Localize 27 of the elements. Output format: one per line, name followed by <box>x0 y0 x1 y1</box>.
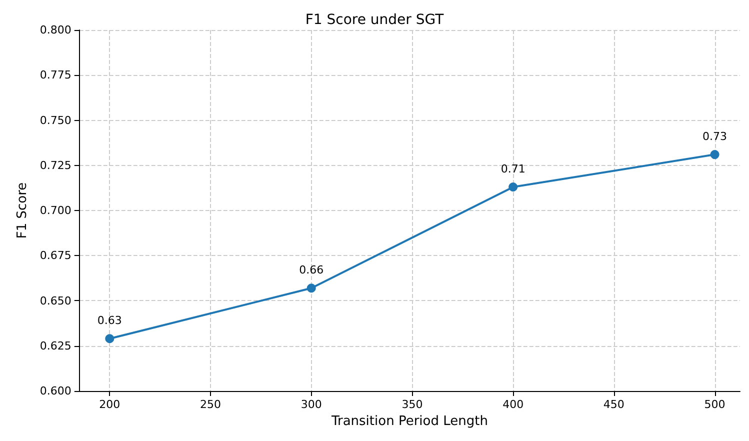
y-tick-label: 0.600 <box>40 384 72 398</box>
y-tick-label: 0.700 <box>40 204 72 217</box>
y-tick-label: 0.675 <box>40 249 72 262</box>
point <box>306 284 316 293</box>
x-tick-label: 200 <box>99 398 120 411</box>
x-tick-label: 250 <box>200 398 222 411</box>
y-tick-label: 0.750 <box>40 114 72 127</box>
x-tick-label: 450 <box>603 398 624 411</box>
y-axis-title: F1 Score <box>15 182 30 239</box>
data-label: 0.71 <box>500 162 526 176</box>
x-tick-label: 500 <box>704 398 726 411</box>
point <box>105 334 114 344</box>
y-tick-label: 0.725 <box>40 158 72 172</box>
y-tick-label: 0.775 <box>40 68 72 82</box>
x-axis-title: Transition Period Length <box>330 414 488 429</box>
data-label: 0.73 <box>702 130 728 144</box>
x-tick-label: 400 <box>502 398 524 411</box>
x-tick-label: 300 <box>300 398 322 411</box>
data-label: 0.63 <box>97 314 122 328</box>
point <box>710 150 720 160</box>
y-tick-label: 0.650 <box>40 294 72 308</box>
y-tick-label: 0.800 <box>40 24 72 36</box>
data-label: 0.66 <box>299 264 324 277</box>
chart-title: F1 Score under SGT <box>305 12 444 28</box>
point <box>508 182 518 192</box>
x-tick-label: 350 <box>402 398 423 411</box>
y-tick-label: 0.625 <box>40 339 72 352</box>
